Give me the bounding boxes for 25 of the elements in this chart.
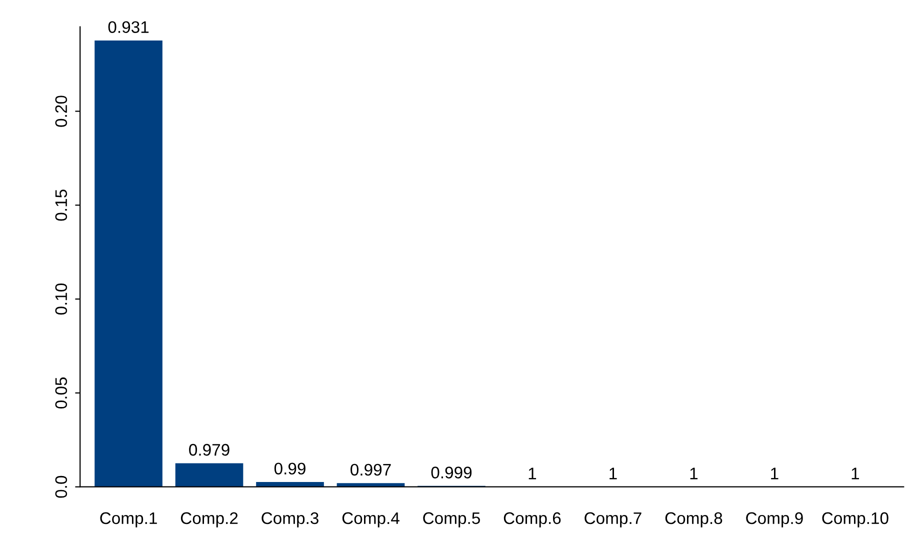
x-tick-label: Comp.2: [180, 512, 238, 528]
y-tick-label: 0.05: [55, 377, 68, 409]
annotation: 1: [690, 468, 698, 480]
x-tick-label: Comp.8: [665, 512, 722, 528]
annotation: 1: [852, 468, 860, 480]
x-tick-label: Comp.1: [100, 512, 157, 528]
annotation: 0.931: [108, 21, 149, 33]
annotation: 0.979: [189, 444, 230, 456]
annotation: 1: [771, 468, 778, 480]
x-tick-label: Comp.6: [504, 512, 561, 528]
x-tick-label: Comp.7: [584, 512, 642, 528]
x-tick-label: Comp.10: [822, 512, 888, 528]
annotation: 1: [610, 468, 617, 480]
annotation: 0.99: [274, 462, 306, 475]
x-tick-label: Comp.4: [342, 512, 400, 528]
x-tick-label: Comp.5: [423, 512, 480, 528]
annotation: 0.999: [431, 466, 472, 478]
annotation: 1: [528, 468, 536, 480]
x-tick-label: Comp.3: [262, 512, 318, 528]
annotation: 0.997: [350, 464, 391, 476]
x-tick-label: Comp.9: [746, 512, 803, 528]
y-tick-label: 0.0: [55, 476, 68, 498]
y-tick-label: 0.20: [55, 96, 68, 127]
y-tick-label: 0.15: [55, 190, 68, 221]
y-tick-label: 0.10: [55, 283, 68, 315]
